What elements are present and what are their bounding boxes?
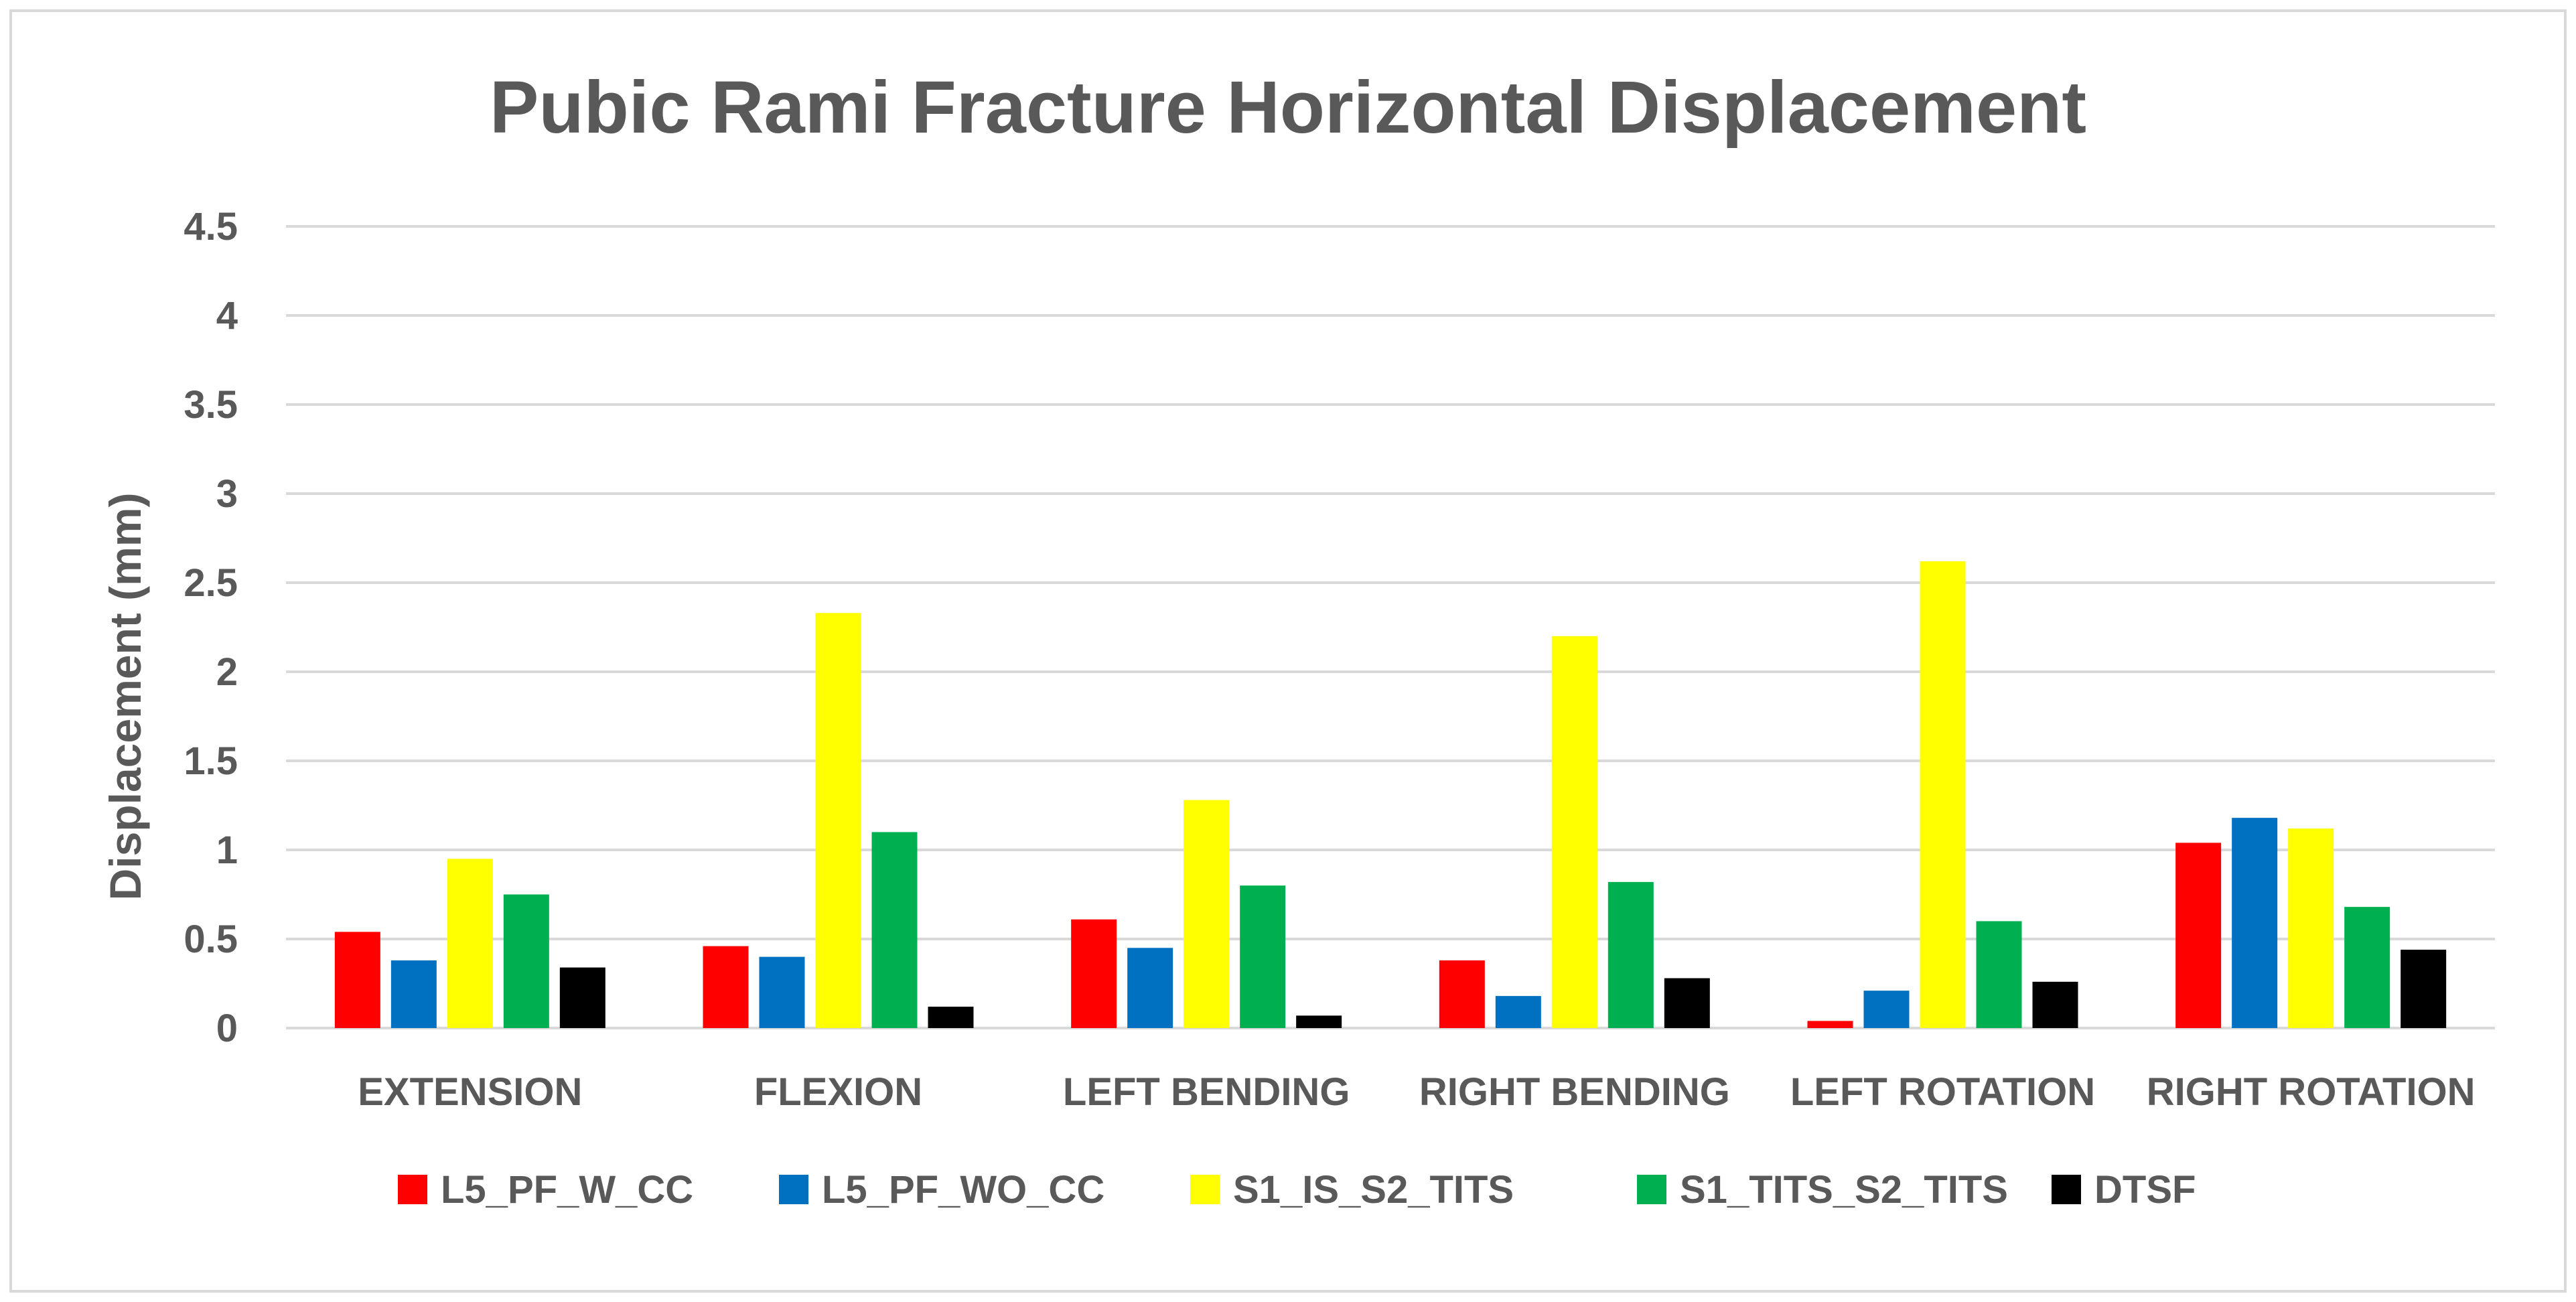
y-tick-label: 2 (216, 650, 238, 694)
bar (447, 859, 493, 1028)
legend-swatch (1190, 1175, 1220, 1204)
bar (1296, 1015, 1342, 1028)
bar (815, 613, 861, 1028)
bar (2032, 981, 2078, 1028)
bar (1184, 800, 1230, 1028)
y-tick-label: 3.5 (184, 383, 238, 427)
legend-label: L5_PF_WO_CC (822, 1168, 1104, 1212)
bar (871, 832, 918, 1028)
x-tick-label: LEFT ROTATION (1790, 1070, 2095, 1114)
bar (2401, 949, 2447, 1028)
bar (703, 946, 749, 1028)
y-tick-label: 4 (216, 294, 238, 338)
legend-swatch (779, 1175, 808, 1204)
bar (334, 932, 380, 1028)
bar (390, 960, 437, 1028)
x-tick-label: LEFT BENDING (1063, 1070, 1350, 1114)
y-tick-label: 2.5 (184, 561, 238, 605)
y-axis-ticks: 0 0.5 1 1.5 2 2.5 3 3.5 4 4.5 (184, 205, 238, 1050)
legend-swatch (2052, 1175, 2081, 1204)
y-tick-label: 0 (216, 1007, 238, 1050)
y-axis-title: Displacement (mm) (100, 493, 150, 901)
bar (2175, 843, 2222, 1028)
legend-label: S1_TITS_S2_TITS (1680, 1168, 2008, 1212)
bar (1071, 919, 1117, 1028)
x-tick-label: RIGHT ROTATION (2147, 1070, 2476, 1114)
bar (1127, 948, 1173, 1028)
legend-label: L5_PF_W_CC (441, 1168, 693, 1212)
x-tick-label: EXTENSION (358, 1070, 582, 1114)
bar (759, 956, 805, 1028)
bar (1551, 636, 1597, 1028)
bar (1495, 996, 1541, 1028)
y-tick-label: 1.5 (184, 739, 238, 783)
legend-swatch (1637, 1175, 1666, 1204)
bar (2232, 818, 2278, 1028)
bar (2288, 828, 2334, 1028)
bar (1439, 960, 1485, 1028)
bar (559, 967, 605, 1028)
legend-label: DTSF (2094, 1168, 2196, 1212)
x-axis-ticks: EXTENSION FLEXION LEFT BENDING RIGHT BENDIN… (358, 1070, 2475, 1114)
legend-swatch (398, 1175, 427, 1204)
bars (334, 561, 2447, 1028)
y-tick-label: 3 (216, 472, 238, 516)
bar (1976, 921, 2022, 1028)
x-tick-label: FLEXION (754, 1070, 922, 1114)
y-tick-label: 4.5 (184, 205, 238, 248)
chart-title: Pubic Rami Fracture Horizontal Displacem… (490, 66, 2086, 149)
legend-label: S1_IS_S2_TITS (1233, 1168, 1514, 1212)
legend: L5_PF_W_CC L5_PF_WO_CC S1_IS_S2_TITS S1_TIT… (398, 1168, 2196, 1212)
bar (503, 894, 549, 1028)
chart-frame (9, 9, 2567, 1293)
bar (2344, 907, 2390, 1028)
bar (1607, 881, 1654, 1028)
y-tick-label: 0.5 (184, 918, 238, 961)
x-tick-label: RIGHT BENDING (1419, 1070, 1730, 1114)
bar (1863, 991, 1910, 1028)
gridlines (286, 225, 2495, 1029)
bar (1664, 978, 1710, 1028)
bar (928, 1007, 974, 1028)
bar (1920, 561, 1966, 1028)
y-tick-label: 1 (216, 828, 238, 872)
bar (1807, 1021, 1853, 1028)
bar (1240, 885, 1286, 1028)
